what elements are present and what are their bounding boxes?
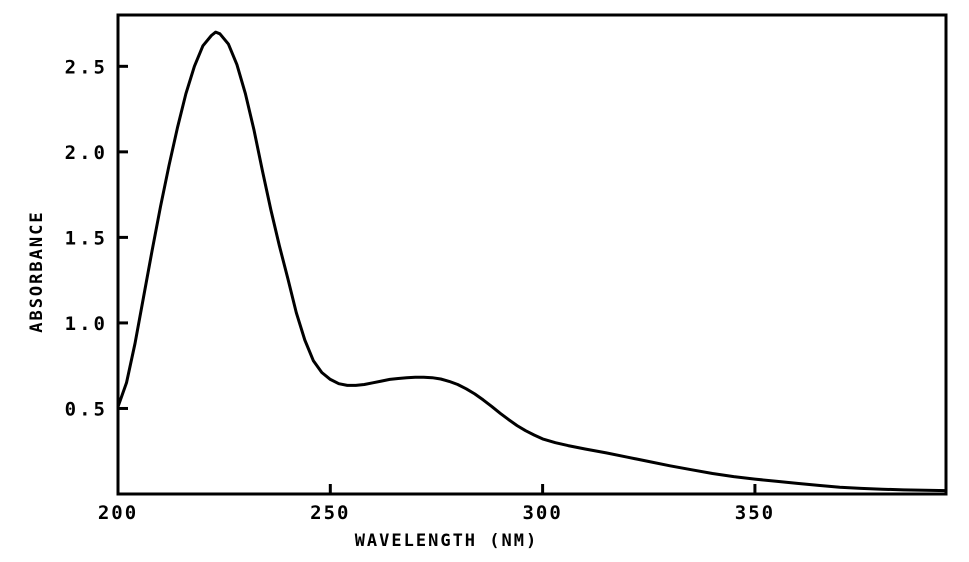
x-axis-title: WAVELENGTH (NM) xyxy=(355,531,539,551)
x-tick-label: 350 xyxy=(735,502,775,524)
y-tick-label: 0.5 xyxy=(65,398,108,420)
x-tick-label: 250 xyxy=(310,502,350,524)
y-tick-label: 2.0 xyxy=(65,142,108,164)
absorbance-series-line xyxy=(116,30,948,493)
y-tick-label: 2.5 xyxy=(65,56,108,78)
plot-frame xyxy=(116,13,948,496)
y-tick-label: 1.5 xyxy=(65,227,108,249)
y-axis-title: ABSORBANCE xyxy=(27,210,47,332)
x-tick-label: 300 xyxy=(522,502,562,524)
x-tick-label: 200 xyxy=(98,502,138,524)
y-tick-label: 1.0 xyxy=(65,313,108,335)
